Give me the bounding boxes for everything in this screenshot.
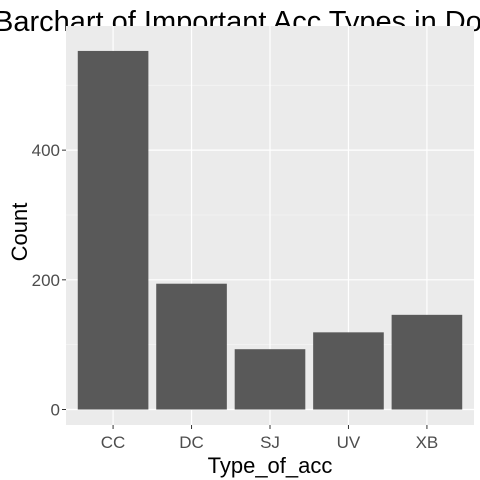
- bar-cc: [77, 50, 149, 410]
- x-tick-label: CC: [101, 433, 126, 452]
- x-axis: CC DC SJ UV XB: [101, 425, 438, 452]
- bar-uv: [313, 332, 384, 410]
- bar-sj: [234, 349, 306, 410]
- bars: [77, 50, 463, 410]
- y-tick-label: 400: [32, 141, 60, 160]
- y-axis: 0 200 400: [32, 141, 66, 420]
- x-tick-label: SJ: [260, 433, 280, 452]
- bar-xb: [391, 314, 463, 410]
- y-axis-title: Count: [7, 203, 32, 262]
- bar-dc: [156, 283, 227, 410]
- x-tick-label: UV: [337, 433, 361, 452]
- y-tick-label: 200: [32, 271, 60, 290]
- y-tick-label: 0: [51, 401, 60, 420]
- x-tick-label: XB: [416, 433, 439, 452]
- x-axis-title: Type_of_acc: [208, 453, 333, 478]
- x-tick-label: DC: [179, 433, 204, 452]
